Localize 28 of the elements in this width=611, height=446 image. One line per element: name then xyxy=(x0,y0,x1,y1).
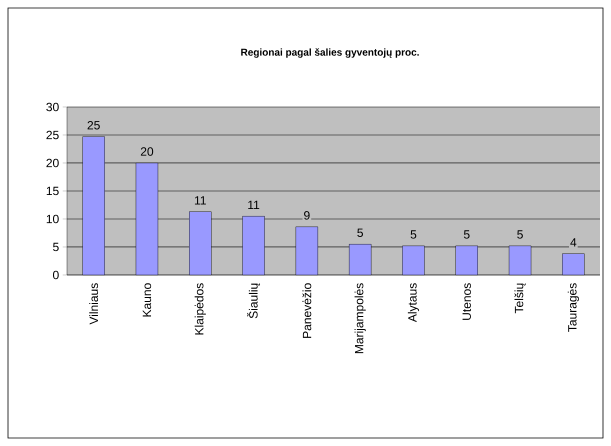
data-label: 20 xyxy=(140,147,154,156)
x-tick-label: Klaipėdos xyxy=(194,283,206,335)
x-tick-label: Panevėžio xyxy=(302,283,312,338)
y-tick-label: 15 xyxy=(46,186,59,196)
chart-title: Regionai pagal šalies gyventojų proc. xyxy=(241,48,419,58)
y-tick-label: 0 xyxy=(53,270,59,280)
y-tick-label: 20 xyxy=(46,158,59,168)
x-tick-label: Alytaus xyxy=(408,283,420,322)
data-label: 11 xyxy=(248,200,260,209)
data-label: 25 xyxy=(88,120,100,130)
y-tick-label: 10 xyxy=(46,214,59,224)
data-label: 5 xyxy=(410,230,416,239)
data-label: 5 xyxy=(357,228,363,237)
x-tick-label: Vilniaus xyxy=(89,283,98,325)
x-tick-label: Utenos xyxy=(462,283,471,320)
data-label: 11 xyxy=(194,196,206,205)
x-tick-label: Tauragės xyxy=(568,283,579,332)
data-label: 5 xyxy=(517,230,523,239)
y-tick-label: 5 xyxy=(53,242,59,252)
x-tick-label: Šiaulių xyxy=(247,283,260,318)
x-tick-label: Telšių xyxy=(514,283,526,314)
x-tick-label: Kauno xyxy=(142,283,152,316)
y-tick-label: 30 xyxy=(46,102,59,112)
data-label: 4 xyxy=(570,238,576,247)
data-label: 5 xyxy=(464,230,470,239)
y-tick-label: 25 xyxy=(46,130,59,140)
data-label: 9 xyxy=(304,211,310,220)
x-tick-label: Marijampolės xyxy=(354,283,366,354)
